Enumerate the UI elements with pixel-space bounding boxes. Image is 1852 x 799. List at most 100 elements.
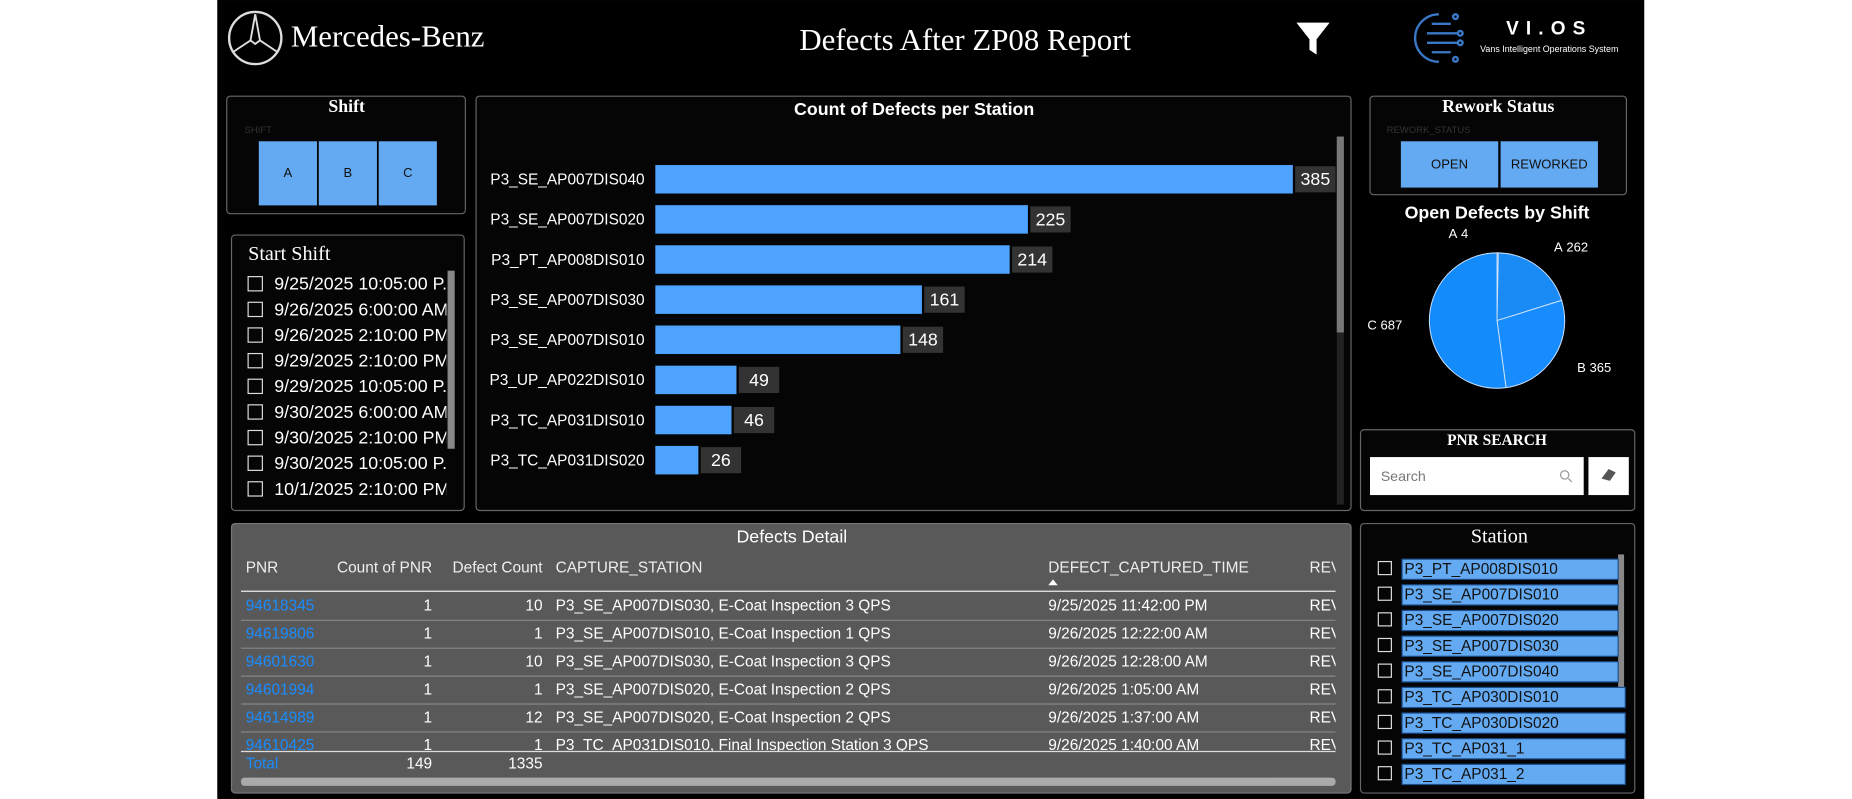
scrollbar[interactable] [1336,136,1344,333]
station-option[interactable] [1401,712,1626,734]
bar[interactable] [655,405,732,435]
checkbox[interactable] [1377,689,1392,704]
station-item: P3_SE_AP007DIS010 [1404,587,1558,604]
y-tick-label: P3_SE_AP007DIS010 [490,332,644,349]
checkbox[interactable] [247,429,263,446]
pnr-link[interactable]: 94601630 [246,654,315,671]
table-cell: 1 [424,681,433,698]
y-tick-label: P3_SE_AP007DIS020 [490,212,644,229]
checkbox[interactable] [247,455,263,471]
station-option[interactable] [1401,763,1626,786]
start-shift-item: 10/1/2025 2:10:00 PM [274,479,449,499]
rework-button[interactable] [1500,141,1598,188]
checkbox[interactable] [247,276,263,292]
value-label-bg [1295,166,1336,193]
station-item: P3_SE_AP007DIS020 [1404,612,1558,629]
table-cell: P3_SE_AP007DIS020, E-Coat Inspection 2 Q… [556,709,891,726]
shift-title: Shift [328,96,365,116]
shift-option: B [343,165,352,180]
value-label-bg [924,286,965,313]
y-tick-label: P3_UP_AP022DIS010 [489,372,644,389]
checkbox[interactable] [1377,740,1392,755]
value-label: 385 [1301,169,1331,189]
bar[interactable] [655,365,737,395]
pnr-link[interactable]: 94610425 [246,737,315,754]
eraser-icon [1601,468,1616,481]
station-option[interactable] [1401,635,1619,657]
station-option[interactable] [1401,661,1619,683]
search-icon [1559,470,1573,483]
scrollbar[interactable] [447,270,455,449]
shift-option: A [284,165,293,180]
y-tick-label: P3_PT_AP008DIS010 [491,252,644,269]
chart-title: Count of Defects per Station [794,99,1034,119]
station-option[interactable] [1401,558,1619,580]
checkbox[interactable] [247,481,263,497]
table-cell: 10 [525,598,542,615]
station-item: P3_TC_AP030DIS020 [1404,715,1558,732]
bar[interactable] [655,325,901,355]
start-shift-panel [230,234,465,512]
pnr-link[interactable]: 94614989 [246,709,315,726]
table-cell: P3_SE_AP007DIS030, E-Coat Inspection 3 Q… [556,598,891,615]
checkbox[interactable] [1377,637,1392,653]
filter-icon[interactable] [1296,22,1330,55]
table-cell: 9/26/2025 12:28:00 AM [1048,654,1208,671]
checkbox[interactable] [247,327,263,343]
table-cell: 1 [424,598,433,615]
pnr-link[interactable]: 94619806 [246,626,315,643]
shift-button[interactable] [318,141,377,206]
pie-slice[interactable] [1428,252,1507,389]
y-tick-label: P3_SE_AP007DIS030 [490,292,644,309]
station-option[interactable] [1401,686,1626,709]
table-cell: P3_TC_AP031DIS010, Final Inspection Stat… [556,737,929,754]
total-label: Total [246,756,279,773]
pie-label-value: 365 [1589,360,1611,375]
checkbox[interactable] [1377,714,1392,730]
bar[interactable] [655,205,1028,234]
start-shift-item: 9/26/2025 6:00:00 AM [274,299,448,319]
search-input[interactable] [1370,457,1584,496]
station-option[interactable] [1401,738,1626,760]
value-label: 46 [744,410,764,430]
table-cell: 9/26/2025 1:05:00 AM [1048,681,1199,698]
checkbox[interactable] [247,404,263,420]
pie-label-category: C [1367,318,1376,333]
pie-slice[interactable] [1496,299,1566,389]
pnr-link[interactable]: 94601994 [246,681,315,698]
value-label: 161 [930,290,960,310]
checkbox[interactable] [247,301,263,318]
checkbox[interactable] [247,378,263,395]
bar[interactable] [655,445,699,475]
shift-button[interactable] [378,141,437,206]
value-label-bg [738,366,780,393]
column-header: REV [1309,560,1341,577]
y-tick-label: P3_TC_AP031DIS010 [490,412,644,429]
table-cell: REV [1309,654,1341,671]
checkbox[interactable] [1377,766,1392,781]
rework-option: REWORKED [1511,156,1588,171]
bar[interactable] [655,285,922,314]
station-item: P3_SE_AP007DIS030 [1404,638,1558,655]
h-scrollbar[interactable] [240,777,1336,786]
checkbox[interactable] [1377,560,1392,576]
checkbox[interactable] [1377,586,1392,601]
station-option[interactable] [1401,609,1619,632]
station-option[interactable] [1401,584,1619,606]
value-label: 26 [711,450,731,470]
column-header: Count of PNR [337,560,432,577]
checkbox[interactable] [247,352,263,369]
scrollbar[interactable] [1618,554,1625,695]
start-shift-item: 9/26/2025 2:10:00 PM [274,325,449,345]
checkbox[interactable] [1377,663,1392,678]
pie-label-value: 262 [1566,240,1588,255]
pie-slice[interactable] [1496,252,1563,322]
bar[interactable] [655,245,1010,274]
bar[interactable] [655,165,1293,194]
shift-button[interactable] [258,141,317,206]
rework-button[interactable] [1400,141,1499,188]
start-shift-item: 9/29/2025 10:05:00 P.. [274,376,452,396]
checkbox[interactable] [1377,612,1392,627]
pnr-link[interactable]: 94618345 [246,598,315,615]
pie-label: B 365 [1577,360,1611,375]
